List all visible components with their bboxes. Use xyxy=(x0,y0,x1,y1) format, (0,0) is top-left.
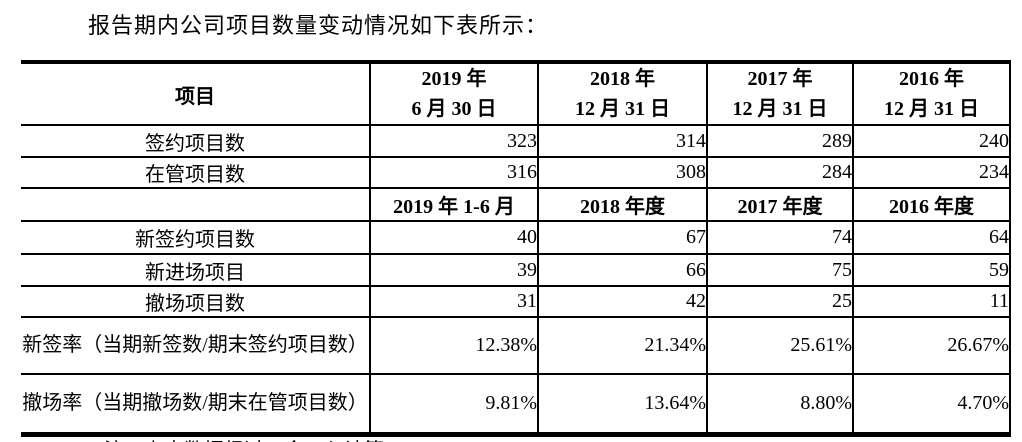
cell-value: 75 xyxy=(706,253,854,287)
cell-value: 21.34% xyxy=(537,316,708,375)
cell-value: 4.70% xyxy=(852,373,1011,435)
cell-value: 289 xyxy=(706,124,854,158)
row-label: 新签率（当期新签数/期末签约项目数） xyxy=(21,316,371,375)
cell-value: 8.80% xyxy=(706,373,854,435)
header-year-line: 2016 年 xyxy=(899,68,964,90)
row-label: 新签约项目数 xyxy=(21,220,371,255)
header-cell-item: 项目 xyxy=(21,61,371,126)
cell-value: 9.81% xyxy=(369,373,539,435)
header-cell-2019: 2019 年 6 月 30 日 xyxy=(369,61,539,126)
cell-value: 234 xyxy=(852,156,1011,189)
section-intro-text: 报告期内公司项目数量变动情况如下表所示： xyxy=(88,13,549,38)
cell-value: 284 xyxy=(706,156,854,189)
cell-value: 40 xyxy=(369,220,539,255)
table-row-signed-projects: 签约项目数 323 314 289 240 xyxy=(21,124,1011,158)
cell-value: 74 xyxy=(706,220,854,255)
cell-value: 66 xyxy=(537,253,708,287)
cell-value: 59 xyxy=(852,253,1011,287)
row-label: 在管项目数 xyxy=(21,156,371,189)
cell-value: 26.67% xyxy=(852,316,1011,375)
header-date-line: 6 月 30 日 xyxy=(411,98,497,120)
cell-value: 13.64% xyxy=(537,373,708,435)
cell-value: 323 xyxy=(369,124,539,158)
cell-value: 316 xyxy=(369,156,539,189)
row-label: 签约项目数 xyxy=(21,124,371,158)
subheader-cell-2016: 2016 年度 xyxy=(852,187,1011,222)
cell-value: 67 xyxy=(537,220,708,255)
row-label: 撤场率（当期撤场数/期末在管项目数） xyxy=(21,373,371,435)
header-cell-2018: 2018 年 12 月 31 日 xyxy=(537,61,708,126)
cell-value: 11 xyxy=(852,285,1011,318)
subheader-cell-2018: 2018 年度 xyxy=(537,187,708,222)
header-year-line: 2017 年 xyxy=(747,68,813,90)
row-label: 撤场项目数 xyxy=(21,285,371,318)
cell-value: 314 xyxy=(537,124,708,158)
header-year-line: 2019 年 xyxy=(421,68,487,90)
header-cell-2016: 2016 年 12 月 31 日 xyxy=(852,61,1011,126)
cell-value: 12.38% xyxy=(369,316,539,375)
header-date-line: 12 月 31 日 xyxy=(732,98,828,120)
table-header-row: 项目 2019 年 6 月 30 日 2018 年 12 月 31 日 2017… xyxy=(21,61,1011,126)
cell-value: 308 xyxy=(537,156,708,189)
header-date-line: 12 月 31 日 xyxy=(575,98,670,120)
cell-value: 64 xyxy=(852,220,1011,255)
project-count-table: 项目 2019 年 6 月 30 日 2018 年 12 月 31 日 2017… xyxy=(21,60,1011,437)
table-row-new-entered: 新进场项目 39 66 75 59 xyxy=(21,253,1011,287)
table-footnote-partial: 注：上表数据经过四舍五入计算 xyxy=(104,434,384,442)
subheader-cell-2019h1: 2019 年 1-6 月 xyxy=(369,187,539,222)
subheader-empty-cell xyxy=(21,187,371,222)
header-year-line: 2018 年 xyxy=(590,68,655,90)
cell-value: 25.61% xyxy=(706,316,854,375)
cell-value: 31 xyxy=(369,285,539,318)
cell-value: 240 xyxy=(852,124,1011,158)
subheader-cell-2017: 2017 年度 xyxy=(706,187,854,222)
header-date-line: 12 月 31 日 xyxy=(884,98,979,120)
table-subheader-row: 2019 年 1-6 月 2018 年度 2017 年度 2016 年度 xyxy=(21,187,1011,222)
cell-value: 39 xyxy=(369,253,539,287)
table-row-withdrawn: 撤场项目数 31 42 25 11 xyxy=(21,285,1011,318)
cell-value: 42 xyxy=(537,285,708,318)
row-label: 新进场项目 xyxy=(21,253,371,287)
table-row-withdraw-rate: 撤场率（当期撤场数/期末在管项目数） 9.81% 13.64% 8.80% 4.… xyxy=(21,373,1011,435)
table-row-new-signed: 新签约项目数 40 67 74 64 xyxy=(21,220,1011,255)
header-cell-2017: 2017 年 12 月 31 日 xyxy=(706,61,854,126)
table-row-new-sign-rate: 新签率（当期新签数/期末签约项目数） 12.38% 21.34% 25.61% … xyxy=(21,316,1011,375)
table-row-managed-projects: 在管项目数 316 308 284 234 xyxy=(21,156,1011,189)
cell-value: 25 xyxy=(706,285,854,318)
